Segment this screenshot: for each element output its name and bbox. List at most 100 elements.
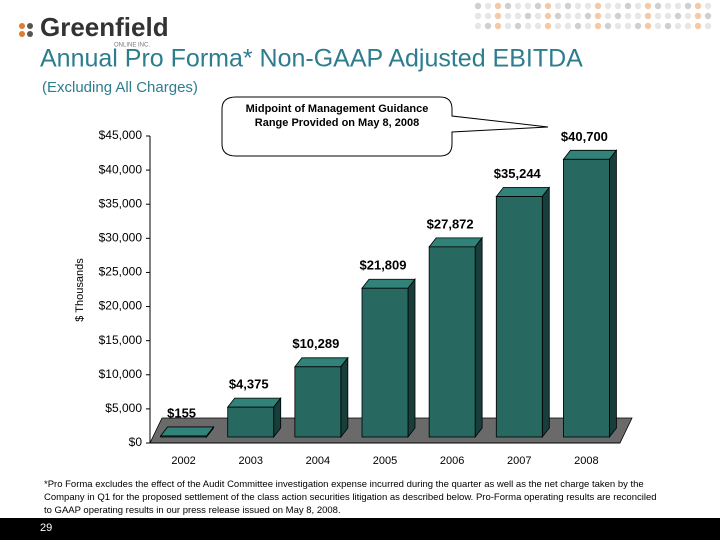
value-label: $40,700 — [561, 129, 608, 144]
bar — [361, 287, 409, 438]
decor-dot — [574, 12, 582, 20]
decor-dot — [554, 12, 562, 20]
bar-side — [407, 278, 416, 439]
decor-dot — [544, 22, 552, 30]
bar-top — [226, 397, 282, 408]
decor-dot — [634, 12, 642, 20]
bar — [227, 406, 275, 438]
y-tick-label: $10,000 — [99, 367, 143, 381]
value-label: $4,375 — [229, 377, 269, 392]
decor-dot — [624, 12, 632, 20]
decor-dot — [564, 22, 572, 30]
decor-dot — [674, 12, 682, 20]
bar — [563, 158, 610, 438]
decor-dot — [664, 12, 672, 20]
decor-dot — [704, 12, 712, 20]
decor-dot — [664, 2, 672, 10]
decor-dot — [504, 12, 512, 20]
decor-dot — [694, 22, 702, 30]
decor-dot — [534, 12, 542, 20]
logo-name: Greenfield — [40, 12, 169, 42]
logo-dots — [19, 23, 33, 37]
bar-side — [474, 236, 483, 439]
decor-dot — [674, 2, 682, 10]
decor-dot — [554, 2, 562, 10]
x-tick-label: 2003 — [238, 455, 262, 467]
decor-dot — [644, 12, 652, 20]
decor-dot — [534, 22, 542, 30]
bar-top — [361, 278, 416, 289]
decor-dot — [594, 2, 602, 10]
decor-dot — [574, 2, 582, 10]
bar — [495, 196, 543, 438]
bar — [160, 435, 207, 438]
decor-dot — [524, 12, 532, 20]
decor-dot — [514, 12, 522, 20]
decor-dot — [654, 22, 662, 30]
y-tick-label: $20,000 — [99, 299, 143, 313]
decor-dot — [614, 22, 622, 30]
y-tick-label: $45,000 — [99, 128, 143, 142]
decor-dot — [474, 12, 482, 20]
bar-top — [562, 149, 618, 160]
x-tick-label: 2005 — [373, 455, 397, 467]
decor-dot — [574, 22, 582, 30]
decor-dot — [614, 12, 622, 20]
decor-dot — [674, 22, 682, 30]
x-tick-label: 2007 — [507, 455, 531, 467]
decor-dot — [494, 22, 502, 30]
decor-dot — [564, 12, 572, 20]
decor-dot — [594, 22, 602, 30]
bar-side — [541, 186, 550, 439]
bar — [294, 366, 342, 438]
value-label: $155 — [167, 405, 196, 420]
y-tick-label: $35,000 — [99, 196, 143, 210]
decor-dot — [604, 22, 612, 30]
y-axis-label: $ Thousands — [74, 258, 86, 322]
decor-dot — [484, 12, 492, 20]
chart-title: Annual Pro Forma* Non-GAAP Adjusted EBIT… — [40, 45, 583, 73]
bar-side — [609, 149, 617, 439]
footer-bar — [0, 518, 720, 540]
y-tick-label: $40,000 — [99, 162, 143, 176]
decor-dot — [484, 22, 492, 30]
annotation: Midpoint of Management Guidance Range Pr… — [245, 103, 429, 129]
callout-box — [221, 96, 549, 157]
decor-dot — [624, 2, 632, 10]
page-number: 29 — [40, 522, 53, 534]
x-tick-label: 2002 — [171, 455, 195, 467]
y-tick-label: $0 — [129, 435, 143, 449]
decor-dot — [654, 12, 662, 20]
decor-dot — [564, 2, 572, 10]
decor-dot — [694, 2, 702, 10]
decor-dot — [704, 2, 712, 10]
decor-dot — [604, 2, 612, 10]
decor-dot — [524, 2, 532, 10]
decor-dot — [644, 2, 652, 10]
x-tick-label: 2004 — [306, 455, 330, 467]
chart-subtitle: (Excluding All Charges) — [42, 79, 198, 96]
decor-dot — [634, 2, 642, 10]
decor-dots — [474, 2, 712, 30]
decor-dot — [654, 2, 662, 10]
decor-dot — [544, 2, 552, 10]
value-label: $35,244 — [494, 166, 542, 181]
footnote: *Pro Forma excludes the effect of the Au… — [44, 479, 657, 516]
decor-dot — [694, 12, 702, 20]
decor-dot — [614, 2, 622, 10]
decor-dot — [474, 22, 482, 30]
decor-dot — [604, 12, 612, 20]
decor-dot — [584, 22, 592, 30]
decor-dot — [684, 2, 692, 10]
decor-dot — [624, 22, 632, 30]
decor-dot — [594, 12, 602, 20]
logo-tagline: ONLINE INC. — [114, 43, 150, 49]
decor-dot — [584, 2, 592, 10]
decor-dot — [644, 22, 652, 30]
decor-dot — [584, 12, 592, 20]
decor-dot — [634, 22, 642, 30]
value-label: $10,289 — [292, 336, 339, 351]
decor-dot — [554, 22, 562, 30]
